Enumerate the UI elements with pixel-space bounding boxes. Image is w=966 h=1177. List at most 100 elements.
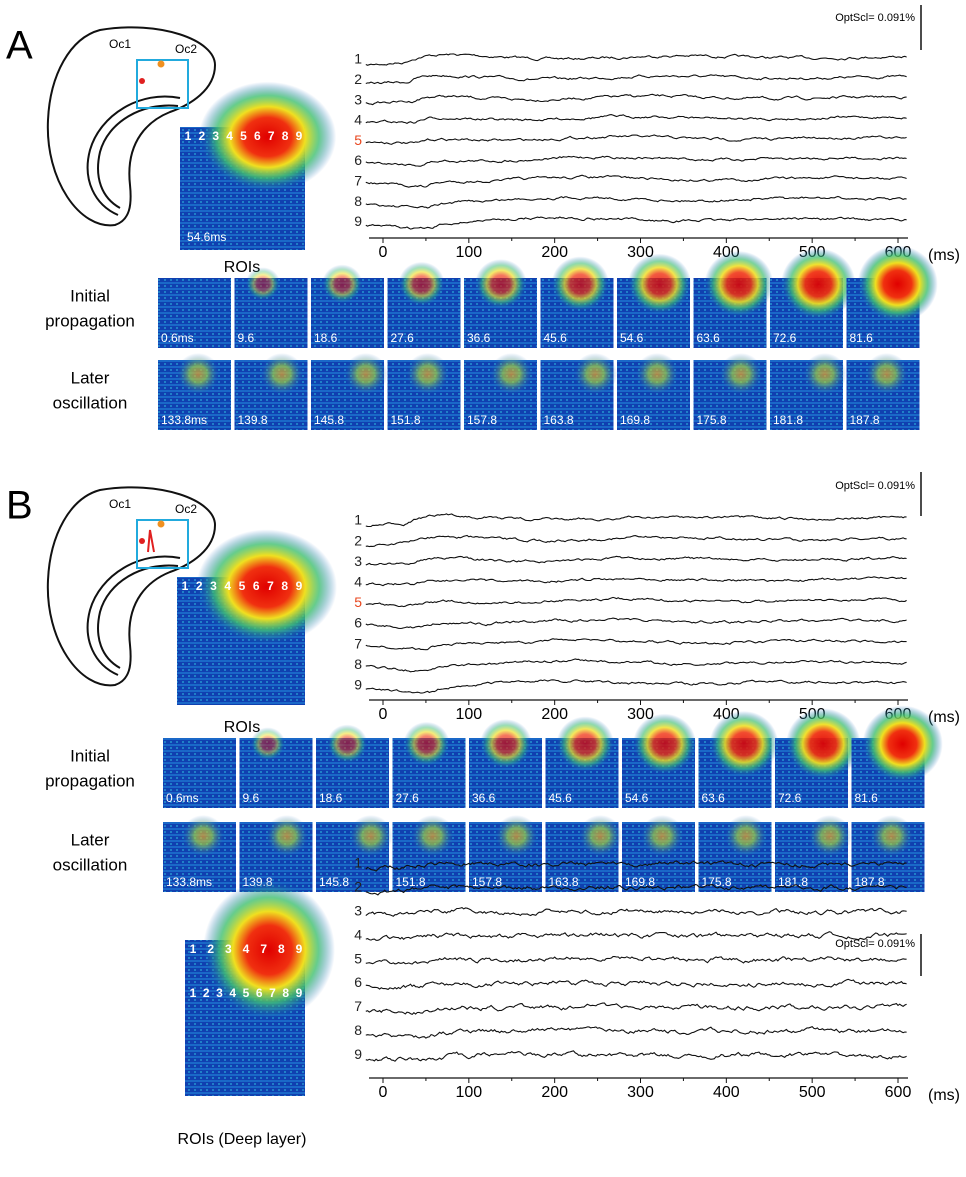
trace <box>365 617 907 630</box>
trace-label: 6 <box>354 615 362 631</box>
frame-activity <box>578 815 623 857</box>
roi-number: 5 <box>239 579 246 593</box>
row-title: oscillation <box>53 393 128 412</box>
electrode-oc1 <box>139 538 145 544</box>
panel-letter: A <box>6 24 33 68</box>
frame-time: 36.6 <box>467 331 491 345</box>
trace <box>365 93 907 106</box>
trace-label: 2 <box>354 71 362 87</box>
trace <box>365 956 907 965</box>
x-tick-label: 100 <box>455 706 482 723</box>
trace <box>365 74 907 85</box>
frame-activity <box>862 705 943 783</box>
trace-label: 3 <box>354 553 362 569</box>
frame-time: 54.6 <box>620 331 644 345</box>
frame-activity <box>489 353 534 395</box>
row-title: Initial <box>70 746 110 765</box>
row-title: Later <box>71 368 110 387</box>
trace <box>365 513 907 528</box>
frame-activity <box>785 708 861 780</box>
trace <box>365 931 907 941</box>
roi-caption: ROIs <box>224 719 260 736</box>
brain-layer <box>97 104 179 209</box>
roi-number: 7 <box>260 942 267 956</box>
scale-label: OptScl= 0.091% <box>835 480 915 492</box>
oc2-label: Oc2 <box>175 42 197 56</box>
frame-time: 187.8 <box>850 413 880 427</box>
frame-activity <box>494 815 539 857</box>
frame-time: 54.6 <box>625 791 649 805</box>
scale-label: OptScl= 0.091% <box>835 938 915 950</box>
frame-time: 163.8 <box>544 413 574 427</box>
electrode-oc2 <box>157 520 165 528</box>
frame-activity <box>260 353 304 395</box>
frame-image <box>158 278 231 348</box>
frame-time: 27.6 <box>391 331 415 345</box>
oc1-label: Oc1 <box>109 37 131 51</box>
roi-number: 9 <box>296 986 303 1000</box>
roi-number: 6 <box>254 129 261 143</box>
brain-layer <box>86 555 181 676</box>
roi-number: 9 <box>296 942 303 956</box>
trace-label: 1 <box>354 51 362 67</box>
frame-time: 72.6 <box>773 331 797 345</box>
trace <box>365 596 907 608</box>
trace-label: 7 <box>354 635 362 651</box>
brain-outline <box>46 26 217 227</box>
frame-activity <box>869 815 914 857</box>
frame-image <box>163 738 236 808</box>
roi-number: 4 <box>243 942 250 956</box>
frame-time: 18.6 <box>319 791 343 805</box>
frame-time: 0.6ms <box>166 791 199 805</box>
roi-activity <box>198 81 337 193</box>
x-tick-label: 200 <box>541 1084 568 1101</box>
trace <box>365 174 907 188</box>
frame-activity <box>181 815 226 857</box>
frame-activity <box>348 815 393 857</box>
trace <box>365 658 907 673</box>
electrode-oc1 <box>139 78 145 84</box>
roi-caption: ROIs (Deep layer) <box>178 1131 307 1148</box>
frame-activity <box>632 713 697 775</box>
trace-label: 8 <box>354 193 362 209</box>
frame-time: 27.6 <box>396 791 420 805</box>
roi-number: 7 <box>268 129 275 143</box>
frame-activity <box>573 353 618 395</box>
trace <box>365 978 907 991</box>
roi-number: 7 <box>269 986 276 1000</box>
x-axis-label: (ms) <box>928 709 960 726</box>
roi-number: 5 <box>240 129 247 143</box>
trace <box>365 883 907 896</box>
roi-number: 1 <box>190 942 197 956</box>
x-tick-label: 500 <box>799 1084 826 1101</box>
trace-label: 1 <box>354 855 362 871</box>
roi-number: 3 <box>225 942 232 956</box>
frame-time: 181.8 <box>773 413 803 427</box>
trace-label: 9 <box>354 1046 362 1062</box>
x-tick-label: 100 <box>455 244 482 261</box>
trace-label: 5 <box>354 950 362 966</box>
frame-activity <box>403 721 450 767</box>
trace <box>365 155 907 167</box>
trace-label: 4 <box>354 112 362 128</box>
brain-layer <box>86 95 181 216</box>
frame-time: 151.8 <box>396 875 426 889</box>
roi-number: 1 <box>182 579 189 593</box>
roi-number: 3 <box>210 579 217 593</box>
trace <box>365 576 907 587</box>
oc1-label: Oc1 <box>109 497 131 511</box>
frame-activity <box>719 353 763 395</box>
trace <box>365 638 907 651</box>
frame-time: 133.8ms <box>161 413 207 427</box>
trace <box>365 906 907 917</box>
trace-label: 1 <box>354 512 362 528</box>
frame-time: 9.6 <box>243 791 260 805</box>
trace <box>365 1025 907 1039</box>
frame-activity <box>176 353 221 395</box>
roi-number: 9 <box>296 579 303 593</box>
x-tick-label: 400 <box>713 1084 740 1101</box>
roi-number: 3 <box>216 986 223 1000</box>
frame-activity <box>724 815 768 857</box>
